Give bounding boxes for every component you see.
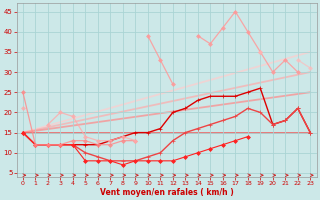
X-axis label: Vent moyen/en rafales ( km/h ): Vent moyen/en rafales ( km/h )	[100, 188, 234, 197]
